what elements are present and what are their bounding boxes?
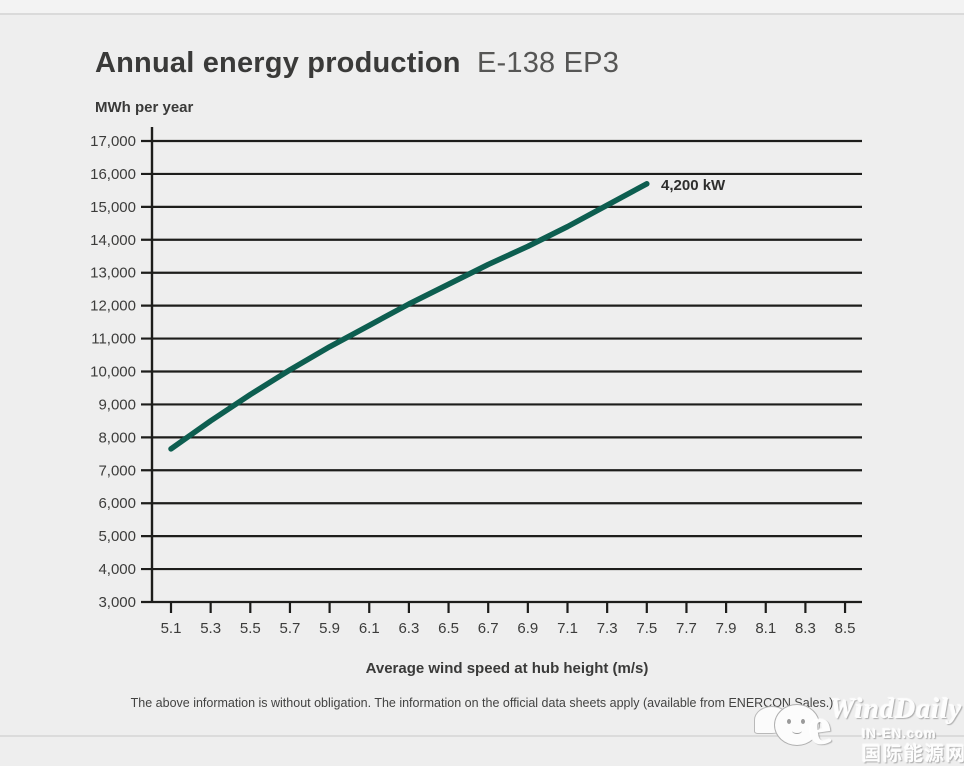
y-tick-label: 4,000 (98, 561, 136, 578)
x-tick-label: 6.7 (478, 620, 499, 637)
page-title-main: Annual energy production (95, 47, 461, 79)
page-title-model: E-138 EP3 (476, 47, 620, 79)
y-tick-label: 5,000 (98, 528, 136, 545)
x-tick-label: 6.9 (517, 620, 538, 637)
series-line (168, 181, 650, 452)
x-tick-label: 8.1 (755, 620, 776, 637)
bottom-divider (0, 735, 964, 737)
x-tick-label: 6.5 (438, 620, 459, 637)
y-tick-label: 14,000 (90, 232, 136, 249)
series-label: 4,200 kW (661, 177, 726, 194)
y-tick-label: 6,000 (98, 495, 136, 512)
x-tick-label: 7.1 (557, 620, 578, 637)
y-tick-label: 17,000 (90, 133, 136, 150)
x-tick-label: 6.1 (359, 620, 380, 637)
y-tick-label: 11,000 (91, 331, 136, 348)
x-tick-label: 5.5 (240, 620, 261, 637)
page-title: Annual energy production E-138 EP3 (95, 46, 619, 80)
x-tick-label: 8.5 (835, 620, 856, 637)
x-tick-label: 5.9 (319, 620, 340, 637)
y-tick-label: 15,000 (90, 199, 136, 216)
x-tick-label: 5.3 (200, 620, 221, 637)
x-tick-label: 5.7 (280, 620, 301, 637)
x-tick-label: 7.5 (636, 620, 657, 637)
footnote: The above information is without obligat… (130, 696, 834, 710)
top-divider (0, 0, 964, 15)
x-tick-label: 6.3 (398, 620, 419, 637)
y-tick-label: 10,000 (90, 364, 136, 381)
y-axis-title: MWh per year (95, 99, 194, 116)
y-tick-label: 9,000 (98, 396, 136, 413)
x-tick-label: 7.7 (676, 620, 697, 637)
x-tick-label: 5.1 (161, 620, 182, 637)
y-tick-label: 8,000 (98, 429, 136, 446)
x-tick-label: 8.3 (795, 620, 816, 637)
y-tick-label: 16,000 (90, 166, 136, 183)
x-axis-title: Average wind speed at hub height (m/s) (365, 660, 649, 677)
y-tick-label: 12,000 (90, 298, 136, 315)
x-tick-label: 7.9 (716, 620, 737, 637)
y-tick-label: 13,000 (90, 265, 136, 282)
y-tick-label: 7,000 (98, 462, 136, 479)
x-tick-label: 7.3 (597, 620, 618, 637)
y-tick-label: 3,000 (98, 594, 136, 611)
